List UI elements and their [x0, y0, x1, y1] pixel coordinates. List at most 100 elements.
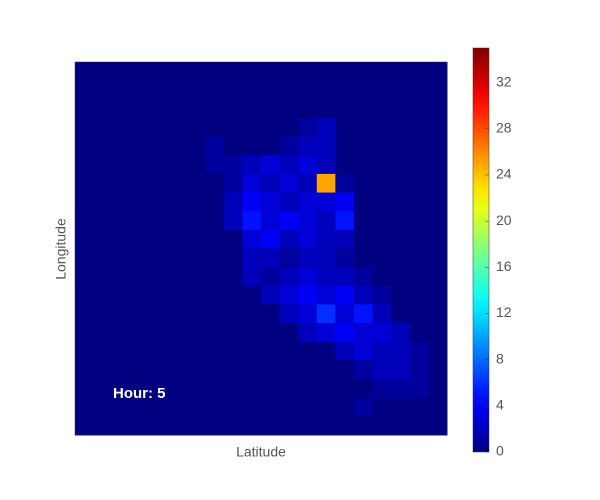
- heatmap-cell: [112, 62, 132, 82]
- heatmap-cell: [428, 117, 448, 138]
- heatmap-cell: [93, 341, 113, 361]
- heatmap-cell: [316, 360, 336, 380]
- heatmap-cell: [75, 192, 95, 212]
- heatmap-cell: [391, 397, 411, 417]
- heatmap-cell: [279, 304, 299, 324]
- heatmap-cell: [75, 211, 95, 231]
- heatmap-cell: [335, 285, 355, 305]
- heatmap-cell: [112, 341, 132, 361]
- heatmap-cell: [242, 416, 262, 436]
- heatmap-cell: [168, 62, 188, 82]
- heatmap-cell: [261, 397, 281, 417]
- heatmap-cell: [112, 360, 132, 380]
- heatmap-cell: [168, 80, 188, 100]
- heatmap-cell: [242, 99, 262, 119]
- heatmap-cell: [186, 155, 206, 175]
- heatmap-cell: [223, 285, 243, 305]
- heatmap-cell: [316, 173, 336, 194]
- heatmap-cell: [298, 136, 318, 156]
- heatmap-cell: [261, 136, 281, 156]
- heatmap-cell: [205, 62, 225, 82]
- heatmap-cell: [354, 192, 374, 212]
- heatmap-cell: [168, 379, 188, 399]
- heatmap-cell: [149, 416, 169, 436]
- heatmap-cell: [354, 248, 374, 268]
- heatmap-cell: [335, 173, 355, 194]
- heatmap-cell: [93, 397, 113, 417]
- heatmap-cell: [354, 62, 374, 82]
- heatmap-cell: [428, 267, 448, 287]
- heatmap-cell: [335, 379, 355, 399]
- heatmap-cell: [335, 117, 355, 138]
- heatmap-cell: [205, 304, 225, 324]
- heatmap-cell: [372, 416, 392, 436]
- heatmap-cell: [279, 211, 299, 231]
- heatmap-cell: [186, 248, 206, 268]
- heatmap-cell: [428, 285, 448, 305]
- heatmap-cell: [112, 379, 132, 399]
- heatmap-cell: [112, 99, 132, 119]
- heatmap-cell: [354, 360, 374, 380]
- heatmap-cell: [130, 99, 150, 119]
- heatmap-cell: [205, 360, 225, 380]
- heatmap-cell: [335, 341, 355, 361]
- heatmap-cell: [316, 229, 336, 249]
- heatmap-cell: [168, 341, 188, 361]
- heatmap-cell: [372, 80, 392, 100]
- heatmap-cell: [223, 80, 243, 100]
- heatmap-cell: [261, 379, 281, 399]
- heatmap-cell: [409, 285, 429, 305]
- heatmap-cell: [205, 323, 225, 343]
- heatmap-cell: [354, 304, 374, 324]
- heatmap-cell: [130, 285, 150, 305]
- heatmap-cell: [279, 267, 299, 287]
- heatmap-cell: [298, 117, 318, 138]
- heatmap-cell: [409, 99, 429, 119]
- heatmap-cell: [186, 99, 206, 119]
- heatmap-cell: [261, 267, 281, 287]
- heatmap-cell: [112, 397, 132, 417]
- heatmap-cell: [112, 173, 132, 194]
- heatmap-cell: [335, 229, 355, 249]
- heatmap-cell: [391, 80, 411, 100]
- heatmap-cell: [409, 416, 429, 436]
- heatmap-cell: [409, 323, 429, 343]
- heatmap-cell: [372, 248, 392, 268]
- heatmap-cell: [186, 285, 206, 305]
- heatmap-cell: [223, 173, 243, 194]
- heatmap-cell: [261, 304, 281, 324]
- heatmap-cell: [75, 341, 95, 361]
- heatmap-cell: [112, 229, 132, 249]
- heatmap-cell: [428, 248, 448, 268]
- heatmap-cell: [279, 285, 299, 305]
- heatmap-cell: [223, 397, 243, 417]
- heatmap-cell: [298, 416, 318, 436]
- heatmap-cell: [409, 360, 429, 380]
- heatmap-cell: [242, 117, 262, 138]
- heatmap-cell: [279, 117, 299, 138]
- heatmap-cell: [149, 341, 169, 361]
- heatmap-cell: [298, 248, 318, 268]
- heatmap-cell: [391, 248, 411, 268]
- heatmap-cell: [316, 99, 336, 119]
- heatmap-cell: [372, 379, 392, 399]
- heatmap-cell: [279, 248, 299, 268]
- heatmap-cell: [335, 323, 355, 343]
- heatmap-cell: [75, 267, 95, 287]
- heatmap-cell: [316, 323, 336, 343]
- heatmap-cell: [223, 211, 243, 231]
- heatmap-cell: [75, 117, 95, 138]
- plot-frame: [74, 61, 448, 436]
- heatmap-cell: [112, 117, 132, 138]
- heatmap-cell: [168, 360, 188, 380]
- heatmap-cell: [242, 211, 262, 231]
- heatmap-cell: [93, 155, 113, 175]
- heatmap-cell: [354, 379, 374, 399]
- heatmap-cell: [391, 229, 411, 249]
- colorbar-tick-label: 24: [496, 166, 512, 182]
- heatmap-cell: [223, 304, 243, 324]
- heatmap-cell: [242, 229, 262, 249]
- heatmap-cell: [261, 323, 281, 343]
- heatmap: [75, 62, 448, 436]
- heatmap-cell: [261, 117, 281, 138]
